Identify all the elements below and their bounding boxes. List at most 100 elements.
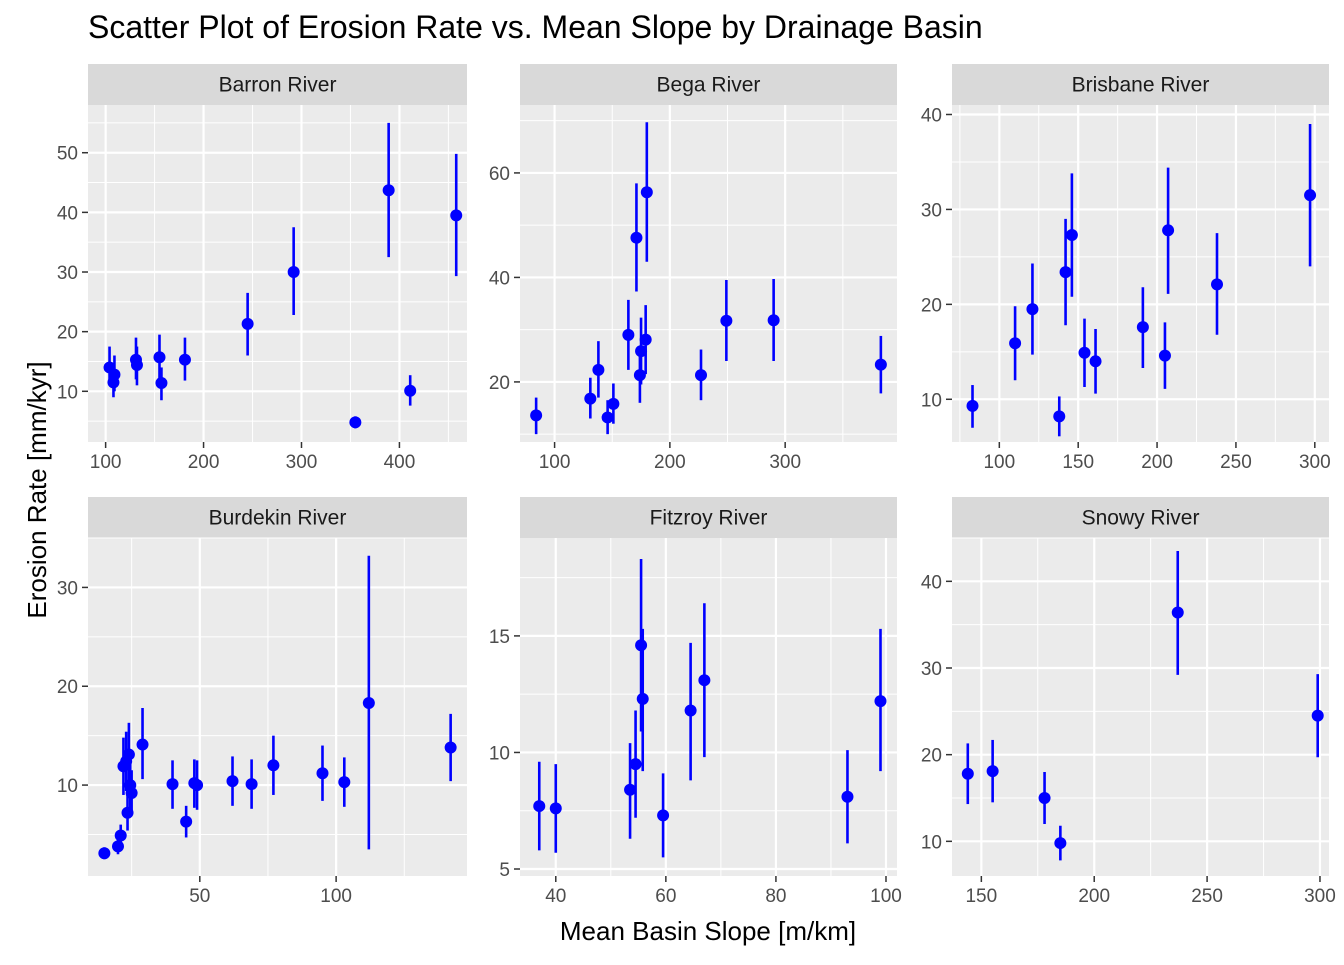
chart-title: Scatter Plot of Erosion Rate vs. Mean Sl… bbox=[88, 9, 983, 45]
data-point bbox=[530, 409, 543, 422]
data-point bbox=[1059, 266, 1072, 279]
facet-strip-label: Bega River bbox=[657, 74, 761, 97]
y-axis-title: Erosion Rate [mm/kyr] bbox=[22, 361, 52, 618]
data-point bbox=[607, 397, 620, 410]
data-point bbox=[245, 778, 258, 791]
y-tick-label: 10 bbox=[57, 776, 78, 797]
data-point bbox=[695, 369, 708, 382]
data-point bbox=[622, 328, 635, 341]
facet-panel: Burdekin River 50 100 10 20 30 bbox=[57, 497, 467, 907]
data-point bbox=[153, 351, 166, 364]
data-point bbox=[1038, 792, 1051, 804]
x-tick-label: 100 bbox=[539, 452, 571, 473]
data-point bbox=[1078, 346, 1091, 359]
facet-strip-label: Snowy River bbox=[1082, 507, 1200, 530]
x-tick-label: 50 bbox=[189, 886, 210, 907]
data-point bbox=[874, 358, 887, 371]
data-point bbox=[287, 266, 300, 279]
data-point bbox=[404, 384, 417, 397]
data-point bbox=[450, 209, 463, 222]
x-tick-label: 300 bbox=[1304, 886, 1336, 907]
data-point bbox=[267, 759, 280, 772]
y-tick-label: 10 bbox=[489, 743, 510, 764]
data-point bbox=[98, 847, 111, 860]
y-tick-label: 60 bbox=[489, 164, 510, 185]
x-tick-label: 300 bbox=[769, 452, 801, 473]
data-point bbox=[1053, 410, 1066, 423]
data-point bbox=[601, 411, 614, 424]
y-tick-label: 30 bbox=[57, 263, 78, 284]
x-tick-label: 100 bbox=[870, 886, 902, 907]
y-tick-label: 20 bbox=[921, 295, 942, 316]
data-point bbox=[636, 692, 649, 705]
data-point bbox=[125, 786, 138, 799]
data-point bbox=[657, 809, 670, 822]
x-tick-label: 300 bbox=[286, 452, 318, 473]
facet-strip bbox=[952, 497, 1329, 538]
data-point bbox=[961, 767, 974, 780]
data-point bbox=[698, 674, 711, 687]
x-tick-label: 100 bbox=[983, 452, 1015, 473]
data-point bbox=[1158, 349, 1171, 362]
y-tick-label: 5 bbox=[499, 860, 510, 881]
x-tick-label: 400 bbox=[384, 452, 416, 473]
data-point bbox=[1089, 355, 1102, 368]
x-tick-label: 250 bbox=[1220, 452, 1252, 473]
y-tick-label: 20 bbox=[489, 373, 510, 394]
data-point bbox=[629, 758, 642, 771]
data-point bbox=[1009, 337, 1022, 350]
facet-strip-label: Fitzroy River bbox=[650, 507, 768, 530]
y-tick-label: 10 bbox=[921, 390, 942, 411]
y-tick-label: 20 bbox=[921, 746, 942, 767]
data-point bbox=[630, 231, 643, 244]
y-tick-label: 40 bbox=[489, 268, 510, 289]
data-point bbox=[166, 778, 179, 791]
data-point bbox=[720, 314, 733, 327]
x-tick-label: 100 bbox=[90, 452, 122, 473]
facet-panel: Fitzroy River 40 60 80 100 5 10 15 bbox=[489, 497, 902, 907]
data-point bbox=[338, 776, 351, 789]
data-point bbox=[111, 840, 124, 853]
x-tick-label: 200 bbox=[188, 452, 220, 473]
data-point bbox=[1162, 224, 1175, 237]
data-point bbox=[155, 376, 168, 389]
data-point bbox=[635, 639, 648, 652]
x-tick-label: 200 bbox=[1141, 452, 1173, 473]
facet-strip bbox=[88, 497, 467, 538]
data-point bbox=[226, 775, 239, 788]
y-tick-label: 30 bbox=[57, 578, 78, 599]
panel-background bbox=[88, 538, 467, 876]
data-point bbox=[592, 363, 605, 376]
data-point bbox=[382, 184, 395, 197]
panel-background bbox=[88, 105, 467, 442]
data-point bbox=[1211, 278, 1224, 291]
x-tick-label: 200 bbox=[654, 452, 686, 473]
data-point bbox=[966, 399, 979, 412]
facet-strip bbox=[520, 64, 897, 105]
data-point bbox=[1171, 606, 1184, 619]
data-point bbox=[178, 353, 191, 366]
data-point bbox=[180, 815, 193, 828]
y-tick-label: 10 bbox=[57, 382, 78, 403]
y-tick-label: 20 bbox=[57, 677, 78, 698]
x-tick-label: 150 bbox=[965, 886, 997, 907]
x-tick-label: 100 bbox=[320, 886, 352, 907]
y-tick-label: 20 bbox=[57, 323, 78, 344]
data-point bbox=[549, 802, 562, 815]
x-tick-label: 60 bbox=[655, 886, 676, 907]
data-point bbox=[108, 368, 121, 381]
y-tick-label: 40 bbox=[921, 572, 942, 593]
facet-strip-label: Burdekin River bbox=[209, 507, 347, 530]
x-tick-label: 200 bbox=[1078, 886, 1110, 907]
facet-panel: Bega River 100 200 300 20 40 60 bbox=[489, 64, 897, 473]
data-point bbox=[241, 317, 254, 330]
facet-panels: Barron River 100 200 300 400 10 20 30 40 50 Bega R… bbox=[57, 64, 1336, 907]
data-point bbox=[1054, 837, 1067, 850]
data-point bbox=[533, 800, 546, 813]
data-point bbox=[1026, 303, 1039, 316]
data-point bbox=[1065, 229, 1078, 242]
y-tick-label: 40 bbox=[57, 203, 78, 224]
facet-panel: Brisbane River 100 150 200 250 300 10 20 30 40 bbox=[921, 64, 1331, 473]
facet-strip bbox=[520, 497, 897, 538]
